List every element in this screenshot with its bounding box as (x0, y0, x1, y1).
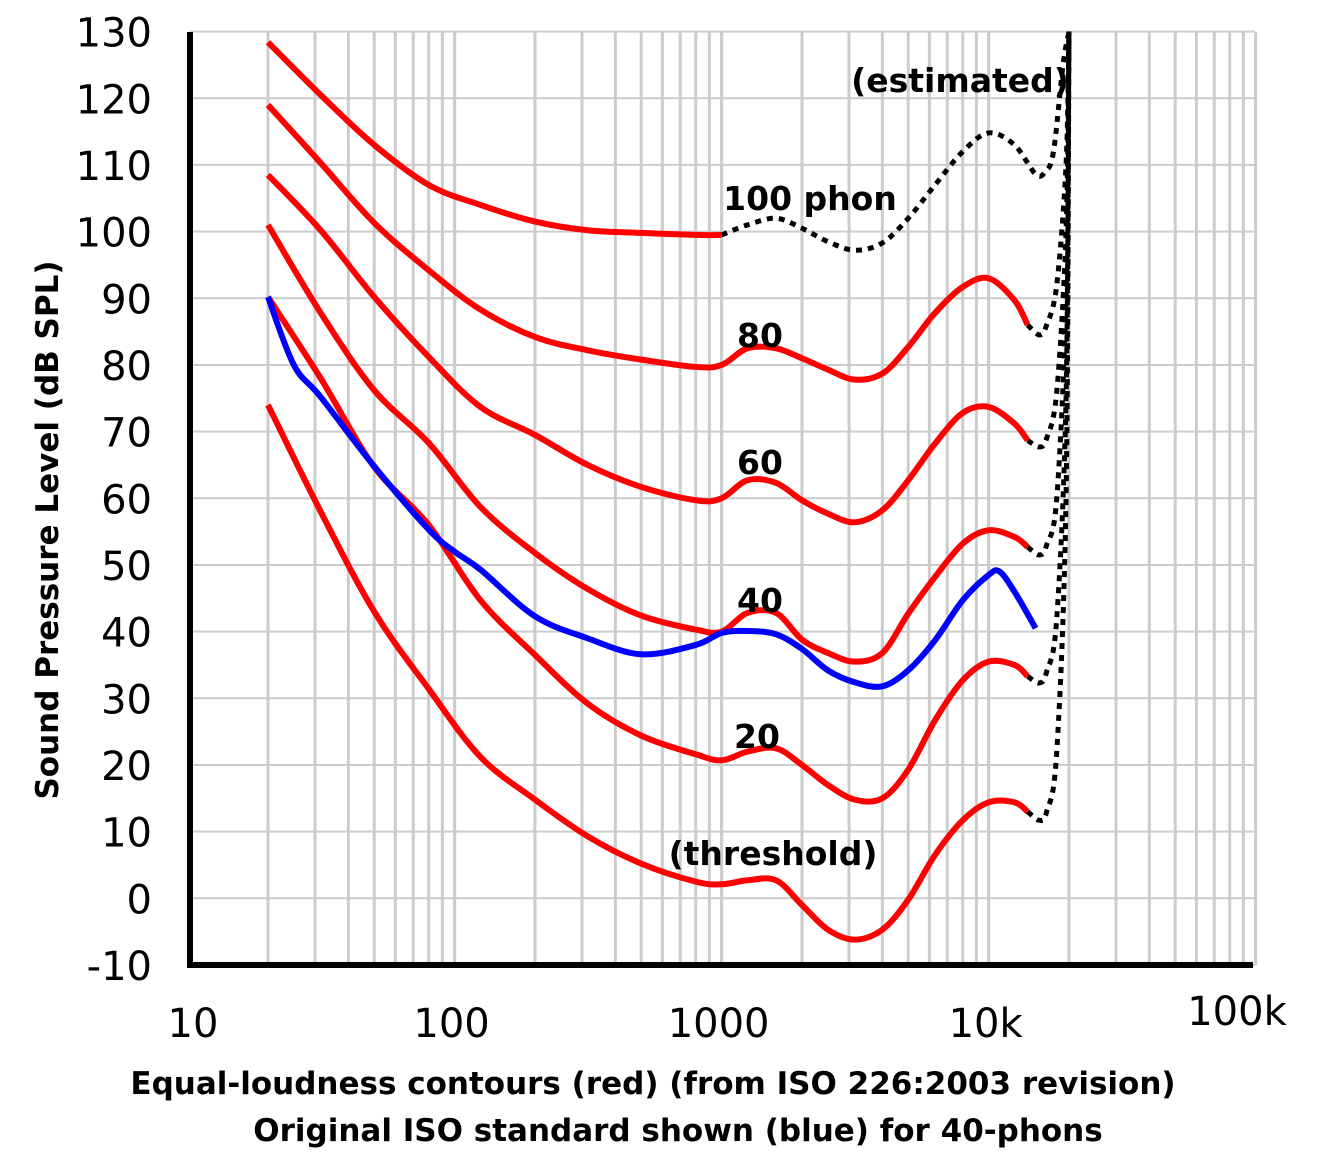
x-axis-label-line1: Equal-loudness contours (red) (from ISO … (130, 1066, 1175, 1102)
x-tick-label: 10 (168, 1001, 219, 1047)
curve-20 (265, 295, 1030, 805)
annotation-100-phon: 100 phon (723, 179, 897, 218)
annotation-estimated: (estimated) (851, 61, 1069, 100)
grid (190, 30, 1258, 966)
y-tick-label: 90 (101, 277, 152, 323)
y-tick-label: 0 (127, 877, 152, 923)
x-tick-labels: 10 100 1000 10k 100k (168, 989, 1288, 1047)
x-tick-label: 100 (413, 1001, 489, 1047)
curve-40 (265, 223, 1030, 665)
annotation-60-phon: 60 (737, 443, 783, 482)
y-tick-label: 70 (101, 411, 152, 457)
y-tick-label: 110 (76, 144, 152, 190)
x-axis-label-line2: Original ISO standard shown (blue) for 4… (253, 1113, 1102, 1149)
curve-original-iso-40-phon (265, 295, 1039, 690)
y-tick-label: 50 (101, 544, 152, 590)
curve-threshold (265, 403, 1030, 943)
y-tick-label: -10 (87, 944, 152, 990)
y-axis-label: Sound Pressure Level (dB SPL) (30, 260, 66, 799)
annotation-20-phon: 20 (734, 717, 780, 756)
estimated-curve-100-phon (720, 31, 1072, 253)
x-tick-label: 100k (1187, 989, 1287, 1035)
y-tick-label: 30 (101, 677, 152, 723)
x-tick-label: 10k (949, 1001, 1024, 1047)
y-tick-label: 60 (101, 477, 152, 523)
annotation-threshold: (threshold) (669, 834, 878, 873)
annotation-80-phon: 80 (737, 316, 783, 355)
y-tick-label: 130 (76, 11, 152, 57)
estimated-curve-40 (1026, 31, 1072, 558)
estimated-curve-20 (1026, 31, 1072, 686)
curves (265, 31, 1072, 943)
y-tick-label: 120 (76, 77, 152, 123)
y-tick-label: 40 (101, 611, 152, 657)
y-tick-label: 20 (101, 744, 152, 790)
estimated-curve-threshold (1026, 31, 1072, 824)
y-tick-label: 80 (101, 344, 152, 390)
curve-80 (265, 102, 1031, 383)
annotation-40-phon: 40 (737, 581, 783, 620)
y-tick-label: 100 (76, 211, 152, 257)
curve-100-phon (265, 40, 722, 239)
curve-60 (265, 172, 1031, 526)
x-tick-label: 1000 (668, 1001, 770, 1047)
axes (187, 32, 1253, 968)
y-tick-label: 10 (101, 811, 152, 857)
